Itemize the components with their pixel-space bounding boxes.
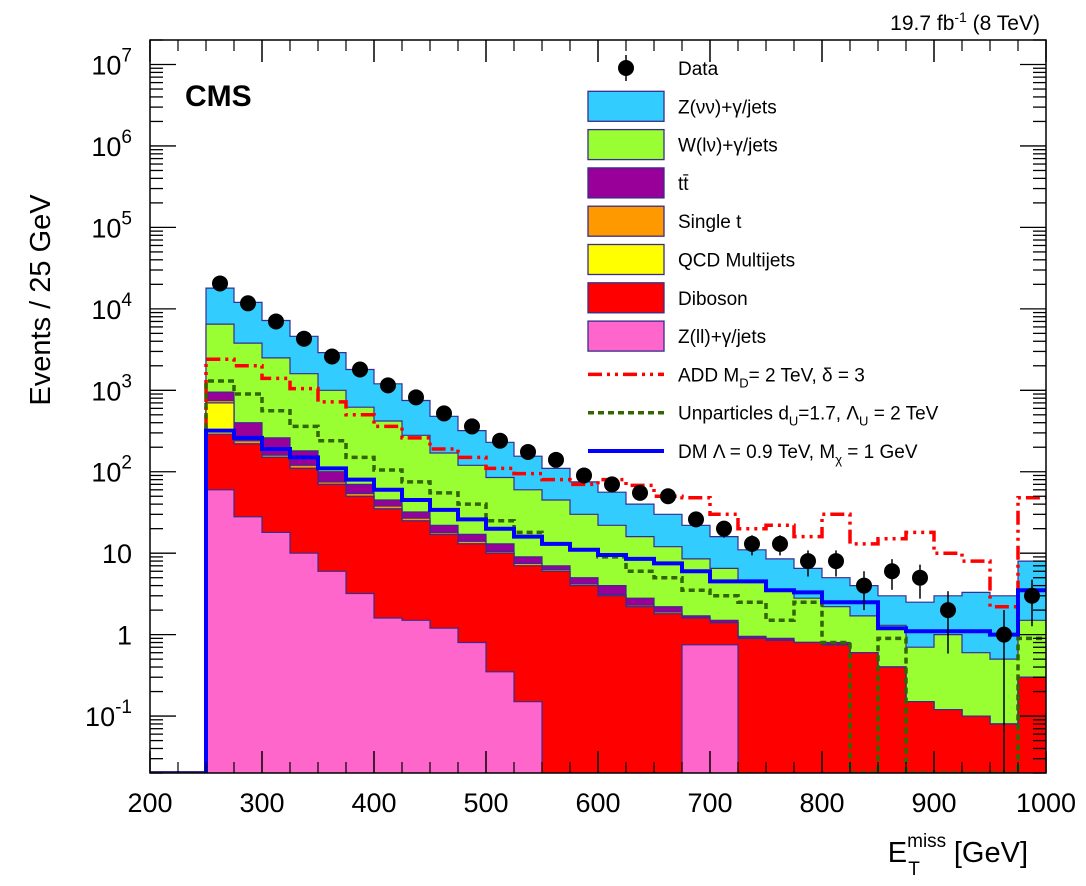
legend-label: QCD Multijets bbox=[678, 251, 795, 272]
data-point bbox=[828, 553, 844, 570]
signal-dm-line bbox=[204, 428, 1046, 773]
x-tick-label: 300 bbox=[239, 788, 284, 818]
data-point bbox=[660, 488, 676, 505]
y-tick-label: 103 bbox=[91, 371, 132, 406]
data-point bbox=[856, 577, 872, 594]
legend-swatch bbox=[587, 320, 665, 352]
data-point bbox=[604, 476, 620, 493]
y-tick-label: 10 bbox=[102, 539, 132, 569]
y-tick-label: 104 bbox=[91, 290, 132, 325]
x-tick-label: 200 bbox=[127, 788, 172, 818]
legend-swatch bbox=[587, 90, 665, 122]
data-point bbox=[548, 451, 564, 468]
data-point bbox=[716, 520, 732, 537]
legend-label: Unparticles dU=1.7, ΛU = 2 TeV bbox=[678, 404, 939, 429]
data-point bbox=[744, 535, 760, 552]
data-point bbox=[940, 602, 956, 619]
x-tick-label: 900 bbox=[911, 788, 956, 818]
data-point bbox=[688, 511, 704, 528]
y-tick-label: 10-1 bbox=[85, 697, 132, 732]
data-point bbox=[520, 443, 536, 460]
legend-label: Z(νν)+γ/jets bbox=[678, 97, 777, 118]
data-point bbox=[296, 330, 312, 347]
x-tick-label: 800 bbox=[799, 788, 844, 818]
legend-label: Data bbox=[678, 59, 719, 80]
data-point bbox=[436, 405, 452, 422]
legend-label: ADD MD= 2 TeV, δ = 3 bbox=[678, 365, 865, 390]
data-point bbox=[912, 569, 928, 586]
data-point bbox=[240, 295, 256, 312]
x-tick-label: 700 bbox=[687, 788, 732, 818]
legend-swatch bbox=[587, 167, 665, 199]
x-tick-label: 500 bbox=[463, 788, 508, 818]
data-point bbox=[492, 432, 508, 449]
stack-z-ll-jets bbox=[205, 489, 739, 773]
legend-swatch bbox=[587, 282, 665, 314]
data-point bbox=[800, 553, 816, 570]
y-tick-label: 106 bbox=[91, 127, 132, 162]
legend-label: DM Λ = 0.9 TeV, Mχ = 1 GeV bbox=[678, 442, 918, 467]
data-point bbox=[1024, 587, 1040, 604]
signal-add-line bbox=[204, 357, 1046, 773]
data-point bbox=[380, 377, 396, 394]
y-tick-label: 1 bbox=[117, 621, 132, 651]
data-point bbox=[884, 563, 900, 580]
data-point bbox=[212, 275, 228, 292]
data-point bbox=[464, 418, 480, 435]
luminosity-label: 19.7 fb-1 (8 TeV) bbox=[890, 9, 1040, 35]
x-tick-label: 600 bbox=[575, 788, 620, 818]
data-point bbox=[268, 313, 284, 330]
data-point bbox=[632, 484, 648, 501]
legend-label: tt̄ bbox=[678, 174, 689, 195]
data-point bbox=[324, 348, 340, 365]
data-point bbox=[772, 535, 788, 552]
legend-label: W(lν)+γ/jets bbox=[678, 136, 778, 157]
x-axis-title: Emiss T [GeV] bbox=[888, 831, 1028, 880]
experiment-label: CMS bbox=[185, 80, 252, 113]
y-tick-label: 102 bbox=[91, 453, 132, 488]
y-axis-title: Events / 25 GeV bbox=[25, 194, 57, 406]
legend-label: Single t bbox=[678, 212, 742, 233]
legend-label: Z(ll)+γ/jets bbox=[678, 327, 766, 348]
x-tick-label: 400 bbox=[351, 788, 396, 818]
y-tick-label: 107 bbox=[91, 46, 132, 81]
data-point bbox=[352, 361, 368, 378]
data-point bbox=[996, 626, 1012, 643]
data-point bbox=[408, 389, 424, 406]
legend-swatch bbox=[587, 128, 665, 161]
legend-label: Diboson bbox=[678, 289, 748, 310]
x-tick-label: 1000 bbox=[1016, 788, 1076, 818]
data-point bbox=[576, 467, 592, 484]
legend-swatch bbox=[587, 205, 665, 237]
y-tick-label: 105 bbox=[91, 208, 132, 243]
legend-swatch bbox=[587, 243, 665, 276]
